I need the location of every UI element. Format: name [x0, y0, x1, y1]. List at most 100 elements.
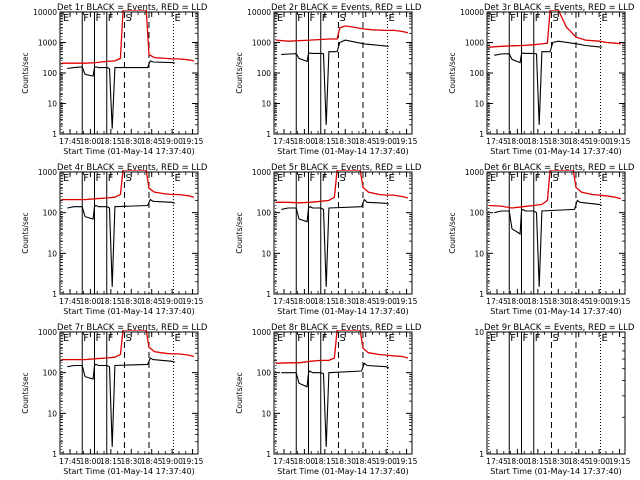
panel-title: Det 4r BLACK = Events, RED = LLD — [57, 163, 208, 173]
plot-frame — [273, 171, 413, 295]
event-marker-label: E — [174, 173, 180, 184]
event-marker-label: F — [510, 173, 516, 184]
x-tick-label: 19:00 — [588, 137, 610, 146]
event-marker-label: S — [552, 13, 558, 24]
lld-series-line — [275, 170, 409, 204]
event-marker-label: F — [322, 333, 328, 344]
x-tick-label: 18:45 — [141, 297, 163, 306]
event-marker-label: E — [490, 13, 496, 24]
event-marker-label: E — [63, 173, 69, 184]
y-axis-label: Counts/sec — [235, 372, 244, 413]
x-tick-label: 18:30 — [334, 457, 356, 466]
x-tick-label: 18:15 — [314, 297, 336, 306]
plot-frame — [486, 331, 626, 455]
x-axis-label: Start Time (01-May-14 17:37:40) — [490, 467, 621, 476]
x-tick-label: 19:15 — [609, 457, 631, 466]
x-tick-label: 17:45 — [59, 457, 81, 466]
detector-panel: Det 3r BLACK = Events, RED = LLD Start Ti… — [448, 3, 635, 156]
y-tick-label: 10 — [474, 328, 484, 337]
x-tick-label: 19:00 — [161, 457, 183, 466]
x-tick-label: 19:15 — [396, 457, 418, 466]
y-tick-label: 1000 — [252, 328, 271, 337]
x-tick-label: 17:45 — [59, 137, 81, 146]
event-marker-label: F — [322, 173, 328, 184]
x-tick-label: 18:45 — [355, 457, 377, 466]
lld-series-line — [61, 170, 195, 201]
y-tick-label: 100 — [43, 69, 58, 78]
y-axis-label: Counts/sec — [235, 52, 244, 93]
x-tick-label: 19:00 — [161, 297, 183, 306]
y-tick-label: 10 — [474, 249, 484, 258]
x-tick-label: 18:00 — [294, 137, 316, 146]
x-axis-label: Start Time (01-May-14 17:37:40) — [277, 467, 408, 476]
y-axis-label: Counts/sec — [21, 372, 30, 413]
y-tick-label: 100 — [257, 369, 272, 378]
plot-frame — [59, 331, 199, 455]
event-marker-label: S — [125, 333, 131, 344]
x-tick-label: 19:00 — [161, 137, 183, 146]
lld-series-line — [275, 330, 409, 364]
x-tick-label: 18:45 — [141, 457, 163, 466]
y-tick-label: 100 — [470, 209, 485, 218]
event-marker-label: F — [297, 333, 303, 344]
x-tick-label: 19:00 — [588, 457, 610, 466]
x-tick-label: 18:30 — [547, 137, 569, 146]
detector-panel: Det 2r BLACK = Events, RED = LLD Start Ti… — [235, 3, 422, 156]
event-marker-label: F — [523, 333, 529, 344]
event-marker-label: S — [339, 173, 345, 184]
detector-panel: Det 4r BLACK = Events, RED = LLD Start Ti… — [21, 163, 208, 316]
y-tick-label: 1000 — [465, 39, 484, 48]
x-tick-label: 18:15 — [527, 457, 549, 466]
panel-title: Det 3r BLACK = Events, RED = LLD — [484, 3, 635, 13]
detector-panel: Det 5r BLACK = Events, RED = LLD Start Ti… — [235, 163, 422, 316]
event-marker-label: S — [125, 13, 131, 24]
event-marker-label: F — [96, 13, 102, 24]
events-series-line — [67, 357, 175, 447]
plot-frame — [486, 11, 626, 135]
y-tick-label: 1 — [52, 130, 57, 139]
y-tick-label: 10000 — [33, 8, 57, 17]
x-tick-label: 19:00 — [375, 297, 397, 306]
event-marker-label: F — [108, 13, 114, 24]
event-marker-label: F — [297, 173, 303, 184]
x-tick-label: 18:45 — [355, 297, 377, 306]
y-tick-label: 1 — [52, 290, 57, 299]
event-marker-label: S — [339, 333, 345, 344]
events-series-line — [67, 60, 175, 129]
y-tick-label: 1000 — [38, 168, 57, 177]
y-tick-label: 100 — [43, 209, 58, 218]
x-tick-label: 18:00 — [294, 457, 316, 466]
plot-frame — [59, 11, 199, 135]
x-tick-label: 18:00 — [80, 457, 102, 466]
plot-frame — [59, 171, 199, 295]
panel-title: Det 7r BLACK = Events, RED = LLD — [57, 323, 208, 333]
y-tick-label: 10 — [261, 249, 271, 258]
x-tick-label: 18:00 — [507, 297, 529, 306]
y-tick-label: 100 — [257, 69, 272, 78]
y-tick-label: 10000 — [247, 8, 271, 17]
event-marker-label: F — [310, 173, 316, 184]
event-marker-label: E — [388, 13, 394, 24]
event-marker-label: E — [277, 333, 283, 344]
event-marker-label: F — [535, 13, 541, 24]
y-axis-label: Counts/sec — [448, 52, 457, 93]
x-tick-label: 18:15 — [100, 137, 122, 146]
event-marker-label: E — [174, 333, 180, 344]
y-tick-label: 1 — [52, 450, 57, 459]
x-tick-label: 18:45 — [568, 457, 590, 466]
y-axis-label: Counts/sec — [21, 212, 30, 253]
event-marker-label: F — [83, 333, 89, 344]
event-marker-label: E — [490, 173, 496, 184]
x-tick-label: 18:30 — [547, 297, 569, 306]
y-tick-label: 1 — [479, 130, 484, 139]
x-tick-label: 19:00 — [588, 297, 610, 306]
x-tick-label: 19:15 — [396, 137, 418, 146]
x-tick-label: 17:45 — [59, 297, 81, 306]
y-axis-label: Counts/sec — [21, 52, 30, 93]
event-marker-label: E — [277, 13, 283, 24]
x-tick-label: 19:15 — [182, 457, 204, 466]
y-tick-label: 100 — [43, 369, 58, 378]
y-tick-label: 1000 — [38, 39, 57, 48]
event-marker-label: E — [174, 13, 180, 24]
x-tick-label: 18:30 — [120, 137, 142, 146]
